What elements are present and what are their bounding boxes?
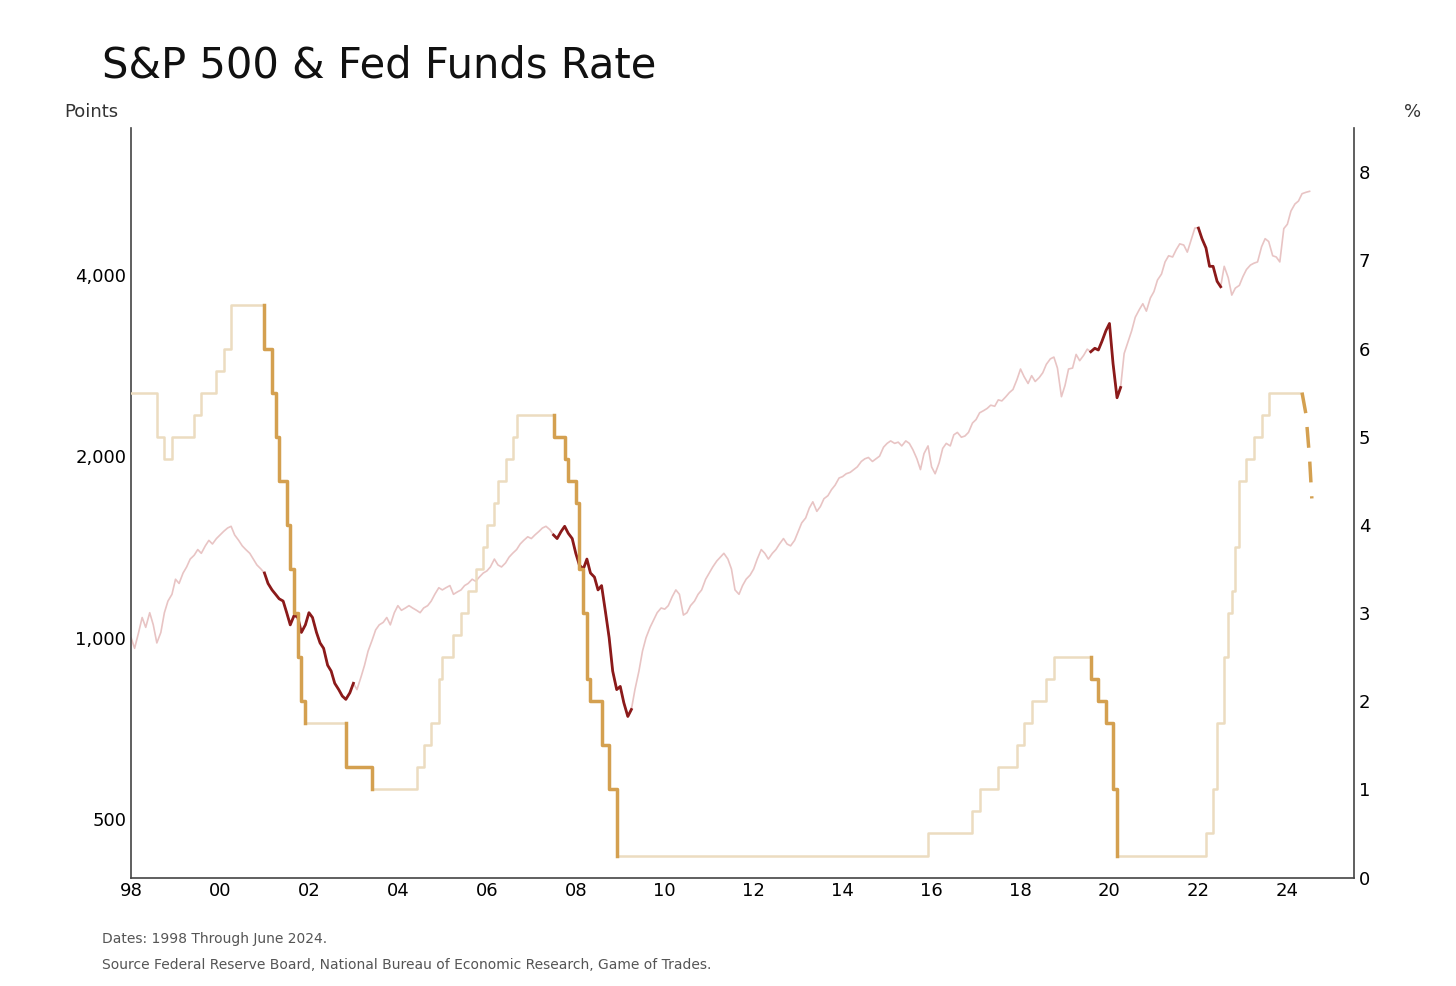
Text: Dates: 1998 Through June 2024.: Dates: 1998 Through June 2024. [102, 932, 328, 946]
Text: Source Federal Reserve Board, National Bureau of Economic Research, Game of Trad: Source Federal Reserve Board, National B… [102, 958, 712, 972]
Text: Points: Points [64, 103, 118, 120]
Text: S&P 500 & Fed Funds Rate: S&P 500 & Fed Funds Rate [102, 44, 657, 87]
Text: %: % [1404, 103, 1421, 120]
